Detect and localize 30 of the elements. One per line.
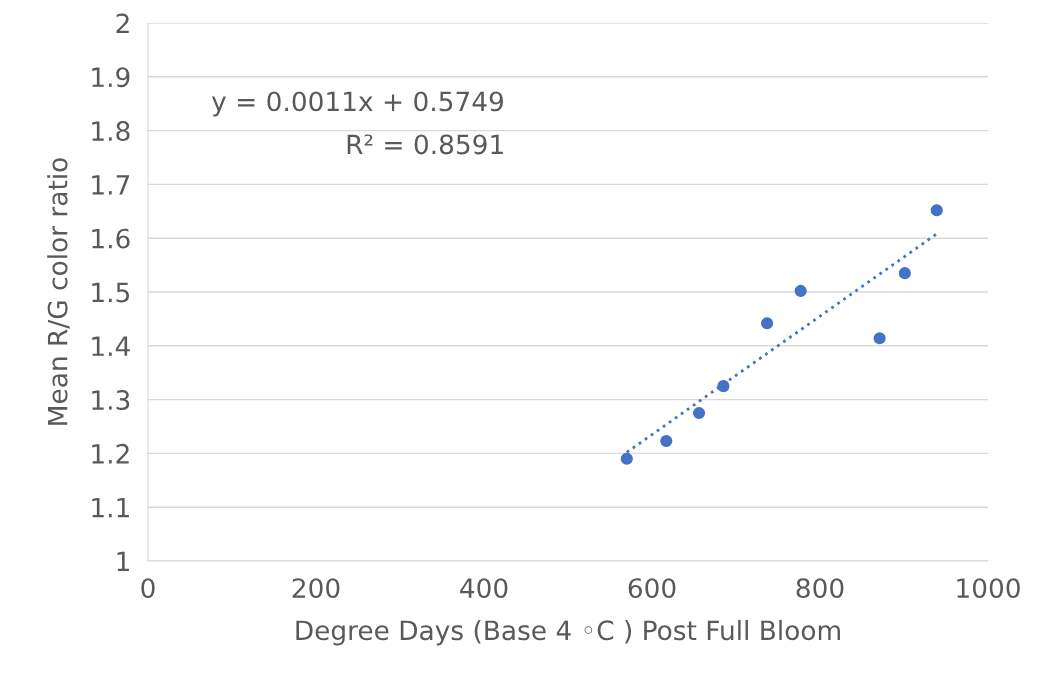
- y-tick-label: 1.3: [92, 390, 130, 410]
- y-tick-label: 1.6: [92, 228, 130, 249]
- point: [620, 452, 633, 465]
- y-tick-label: 1.8: [92, 121, 130, 141]
- y-tick-label: 1.7: [92, 175, 130, 195]
- x-tick-label: 200: [292, 578, 340, 599]
- point: [873, 332, 886, 345]
- y-tick-label: 1.1: [92, 497, 129, 518]
- y-tick-label: 1: [117, 551, 129, 572]
- point: [794, 284, 807, 297]
- y-tick-label: 2: [116, 13, 129, 34]
- x-tick-label: 600: [628, 578, 676, 599]
- point: [717, 380, 730, 393]
- annotation: y = 0.0011x + 0.5749: [211, 91, 503, 117]
- point: [692, 406, 706, 420]
- y-tick-label: 1.5: [92, 282, 130, 303]
- y-tick-label: 1.2: [92, 443, 129, 464]
- x-tick-label: 1000: [957, 578, 1020, 599]
- y-axis-title: Mean R/G color ratio: [47, 158, 70, 425]
- point: [930, 204, 943, 217]
- point: [898, 267, 911, 280]
- y-tick-label: 1.4: [92, 336, 130, 356]
- y-tick-label: 1.9: [92, 67, 130, 88]
- x-axis-title: Degree Days (Base 4 ◦C ) Post Full Bloom: [296, 619, 840, 646]
- point: [660, 434, 673, 448]
- annotation: R² = 0.8591: [347, 134, 503, 155]
- x-tick-label: 800: [796, 578, 844, 599]
- point: [761, 317, 774, 330]
- x-tick-label: 0: [141, 578, 155, 599]
- x-tick-label: 400: [460, 578, 508, 599]
